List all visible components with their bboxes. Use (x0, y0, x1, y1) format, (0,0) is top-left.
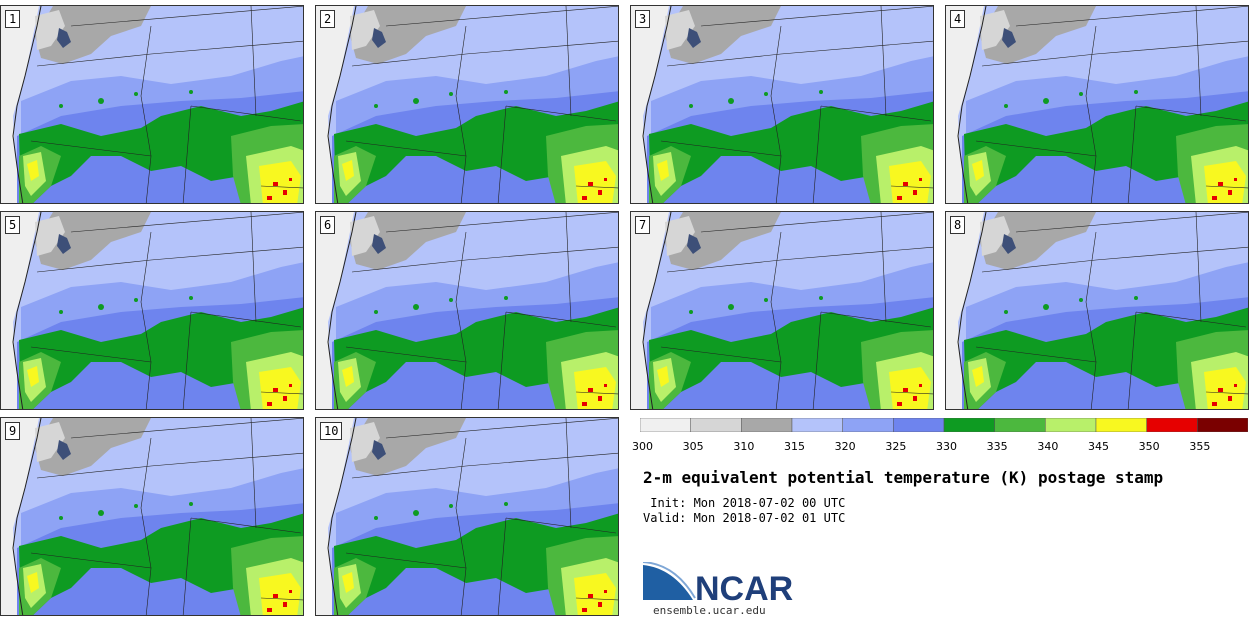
colorbar (640, 418, 1248, 432)
member-number-label: 3 (635, 10, 651, 28)
colorbar-swatch (943, 418, 995, 432)
ensemble-member-panel: 3 (630, 5, 934, 204)
member-number-label: 2 (320, 10, 336, 28)
svg-text:NCAR: NCAR (695, 570, 793, 604)
init-time: Init: Mon 2018-07-02 00 UTC (643, 496, 846, 510)
equivalent-potential-temperature-map (631, 212, 933, 409)
page-title: 2-m equivalent potential temperature (K)… (643, 468, 1164, 487)
ensemble-member-panel: 10 (315, 417, 619, 616)
colorbar-tick: 355 (1189, 440, 1211, 453)
ensemble-member-panel: 7 (630, 211, 934, 410)
member-number-label: 9 (5, 422, 21, 440)
colorbar-tick: 345 (1088, 440, 1109, 453)
ensemble-member-panel: 8 (945, 211, 1249, 410)
colorbar-swatch (1197, 418, 1248, 432)
colorbar-tick: 300 (632, 440, 653, 453)
equivalent-potential-temperature-map (631, 6, 933, 203)
equivalent-potential-temperature-map (316, 418, 618, 615)
equivalent-potential-temperature-map (1, 418, 303, 615)
colorbar-tick: 315 (784, 440, 805, 453)
equivalent-potential-temperature-map (316, 212, 618, 409)
ensemble-member-panel: 9 (0, 417, 304, 616)
member-number-label: 1 (5, 10, 21, 28)
colorbar-swatch (1045, 418, 1097, 432)
equivalent-potential-temperature-map (946, 212, 1248, 409)
equivalent-potential-temperature-map (946, 6, 1248, 203)
colorbar-swatch (842, 418, 894, 432)
colorbar-swatch (640, 418, 691, 432)
ensemble-member-panel: 4 (945, 5, 1249, 204)
colorbar-tick-labels: 300 305 310 315 320 325 330 335 340 345 350 355 (632, 440, 1252, 456)
colorbar-tick: 325 (885, 440, 907, 453)
ensemble-member-panel: 5 (0, 211, 304, 410)
member-number-label: 10 (320, 422, 343, 440)
colorbar-swatch (791, 418, 843, 432)
colorbar-tick: 305 (682, 440, 704, 453)
equivalent-potential-temperature-map (1, 6, 303, 203)
colorbar-swatch (690, 418, 742, 432)
site-url: ensemble.ucar.edu (653, 604, 766, 617)
ensemble-member-panel: 2 (315, 5, 619, 204)
valid-time: Valid: Mon 2018-07-02 01 UTC (643, 511, 846, 525)
colorbar-tick: 335 (986, 440, 1008, 453)
ncar-logo: NCAR (643, 562, 793, 604)
colorbar-tick: 340 (1037, 440, 1059, 453)
member-number-label: 8 (950, 216, 966, 234)
colorbar-tick: 350 (1138, 440, 1160, 453)
member-number-label: 6 (320, 216, 336, 234)
ensemble-member-panel: 6 (315, 211, 619, 410)
colorbar-swatch (994, 418, 1046, 432)
colorbar-tick: 330 (936, 440, 957, 453)
colorbar-tick: 310 (733, 440, 755, 453)
equivalent-potential-temperature-map (1, 212, 303, 409)
equivalent-potential-temperature-map (316, 6, 618, 203)
member-number-label: 4 (950, 10, 966, 28)
member-number-label: 5 (5, 216, 21, 234)
member-number-label: 7 (635, 216, 651, 234)
ensemble-member-panel: 1 (0, 5, 304, 204)
colorbar-swatch (741, 418, 793, 432)
colorbar-tick: 320 (834, 440, 856, 453)
colorbar-swatch (893, 418, 945, 432)
colorbar-swatch (1146, 418, 1198, 432)
colorbar-swatch (1095, 418, 1147, 432)
